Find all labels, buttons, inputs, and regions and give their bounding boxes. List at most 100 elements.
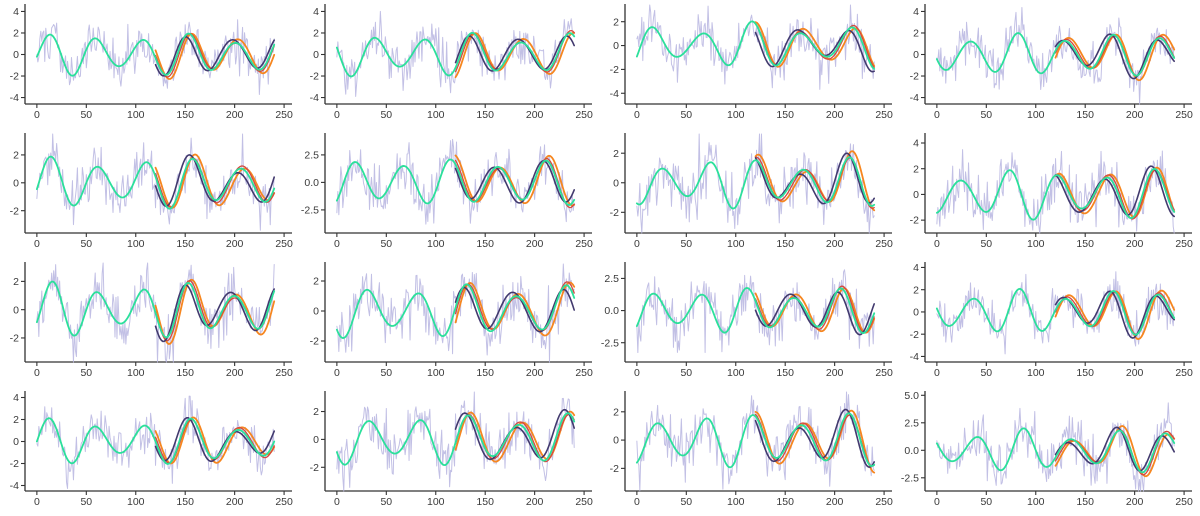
y-tick-label: -2 [910, 329, 919, 341]
y-tick-label: 2 [13, 150, 19, 162]
x-tick-label: 200 [826, 496, 844, 508]
y-tick-label: -2 [910, 215, 919, 227]
x-tick-label: 0 [34, 367, 40, 379]
x-tick-label: 150 [176, 367, 194, 379]
subplot-r2c2: 0 50 100 150 200 250 2.5 0.0 -2.5 [300, 129, 600, 258]
chart-canvas: 0 50 100 150 200 250 5.0 2.5 0.0 -2.5 [901, 390, 1193, 508]
series-line [35, 280, 276, 339]
y-tick-label: -2 [310, 336, 319, 348]
subplot-r4c4: 0 50 100 150 200 250 5.0 2.5 0.0 -2.5 [900, 387, 1200, 516]
x-tick-label: 100 [1027, 367, 1045, 379]
series-line [154, 416, 276, 463]
subplot-r1c3: 0 50 100 150 200 250 2 0 -2 -4 [600, 0, 900, 129]
series-line [454, 408, 576, 461]
x-tick-label: 200 [826, 238, 844, 250]
series-line [754, 291, 876, 336]
x-tick-label: 50 [80, 367, 92, 379]
x-tick-label: 250 [875, 238, 893, 250]
y-tick-label: -2 [10, 205, 19, 217]
y-tick-label: 2 [313, 276, 319, 288]
y-tick-label: 0 [613, 40, 619, 52]
y-tick-label: -4 [310, 92, 319, 104]
y-tick-label: 0 [613, 435, 619, 447]
x-tick-label: 100 [127, 496, 145, 508]
chart-canvas: 0 50 100 150 200 250 4 2 0 -2 -4 [910, 4, 1193, 121]
x-tick-label: 200 [226, 238, 244, 250]
x-tick-label: 150 [176, 496, 194, 508]
x-tick-label: 250 [875, 367, 893, 379]
x-tick-label: 50 [380, 238, 392, 250]
x-tick-label: 150 [476, 238, 494, 250]
series-line [636, 391, 875, 492]
x-tick-label: 0 [334, 367, 340, 379]
x-tick-label: 150 [1076, 109, 1094, 121]
chart-canvas: 0 50 100 150 200 250 4 2 0 -2 -4 [910, 262, 1193, 379]
x-tick-label: 50 [980, 238, 992, 250]
series-line [754, 152, 876, 205]
x-tick-label: 50 [680, 109, 692, 121]
x-tick-label: 0 [334, 238, 340, 250]
chart-canvas: 0 50 100 150 200 250 2.5 0.0 -2.5 [301, 133, 593, 250]
x-tick-label: 100 [127, 109, 145, 121]
x-tick-label: 0 [34, 238, 40, 250]
y-tick-label: 4 [913, 6, 919, 18]
x-tick-label: 250 [1175, 367, 1193, 379]
y-tick-label: 2 [913, 163, 919, 175]
y-tick-label: 4 [313, 6, 319, 18]
x-tick-label: 0 [934, 238, 940, 250]
series-line [35, 417, 276, 465]
y-tick-label: -4 [910, 351, 919, 363]
x-tick-label: 50 [380, 496, 392, 508]
y-tick-label: 4 [13, 392, 19, 404]
x-tick-label: 100 [427, 109, 445, 121]
series-line [335, 158, 576, 206]
x-tick-label: 250 [275, 238, 293, 250]
y-tick-label: -4 [910, 92, 919, 104]
series-line [336, 10, 575, 97]
y-tick-label: 2 [13, 414, 19, 426]
series-line [936, 402, 1175, 492]
series-line [36, 395, 275, 489]
series-line [35, 32, 276, 77]
series-line [935, 427, 1176, 474]
x-tick-label: 100 [1027, 109, 1045, 121]
x-tick-label: 50 [680, 367, 692, 379]
subplot-r1c4: 0 50 100 150 200 250 4 2 0 -2 -4 [900, 0, 1200, 129]
x-tick-label: 0 [634, 496, 640, 508]
x-tick-label: 150 [776, 238, 794, 250]
subplot-r4c3: 0 50 100 150 200 250 2 0 -2 [600, 387, 900, 516]
series-line [754, 408, 876, 468]
series-line [335, 283, 576, 339]
chart-canvas: 0 50 100 150 200 250 2 0 -2 [310, 262, 593, 379]
y-tick-label: -2 [10, 71, 19, 83]
y-tick-label: 2.5 [904, 417, 919, 429]
series-line [635, 412, 876, 469]
x-tick-label: 100 [427, 496, 445, 508]
subplot-r2c3: 0 50 100 150 200 250 2 0 -2 [600, 129, 900, 258]
series-line [635, 20, 876, 70]
series-line [154, 284, 276, 343]
x-tick-label: 200 [226, 109, 244, 121]
chart-canvas: 0 50 100 150 200 250 2 0 -2 [610, 133, 893, 250]
y-tick-label: 2 [613, 406, 619, 418]
chart-canvas: 0 50 100 150 200 250 2 0 -2 [310, 391, 593, 508]
y-tick-label: -2 [610, 64, 619, 76]
y-tick-label: 2 [613, 148, 619, 160]
y-tick-label: 0 [13, 436, 19, 448]
subplot-r1c1: 0 50 100 150 200 250 4 2 0 -2 -4 [0, 0, 300, 129]
y-tick-label: 2 [13, 276, 19, 288]
x-tick-label: 250 [575, 109, 593, 121]
x-tick-label: 250 [575, 496, 593, 508]
y-tick-label: 0 [913, 307, 919, 319]
y-tick-label: -2 [610, 207, 619, 219]
y-tick-label: -2 [910, 71, 919, 83]
subplot-r3c4: 0 50 100 150 200 250 4 2 0 -2 -4 [900, 258, 1200, 387]
series-line [36, 262, 275, 363]
x-tick-label: 0 [934, 496, 940, 508]
x-tick-label: 200 [526, 367, 544, 379]
y-tick-label: 2 [313, 406, 319, 418]
x-tick-label: 150 [776, 367, 794, 379]
x-tick-label: 100 [727, 496, 745, 508]
series-line [336, 138, 575, 225]
subplot-r4c2: 0 50 100 150 200 250 2 0 -2 [300, 387, 600, 516]
